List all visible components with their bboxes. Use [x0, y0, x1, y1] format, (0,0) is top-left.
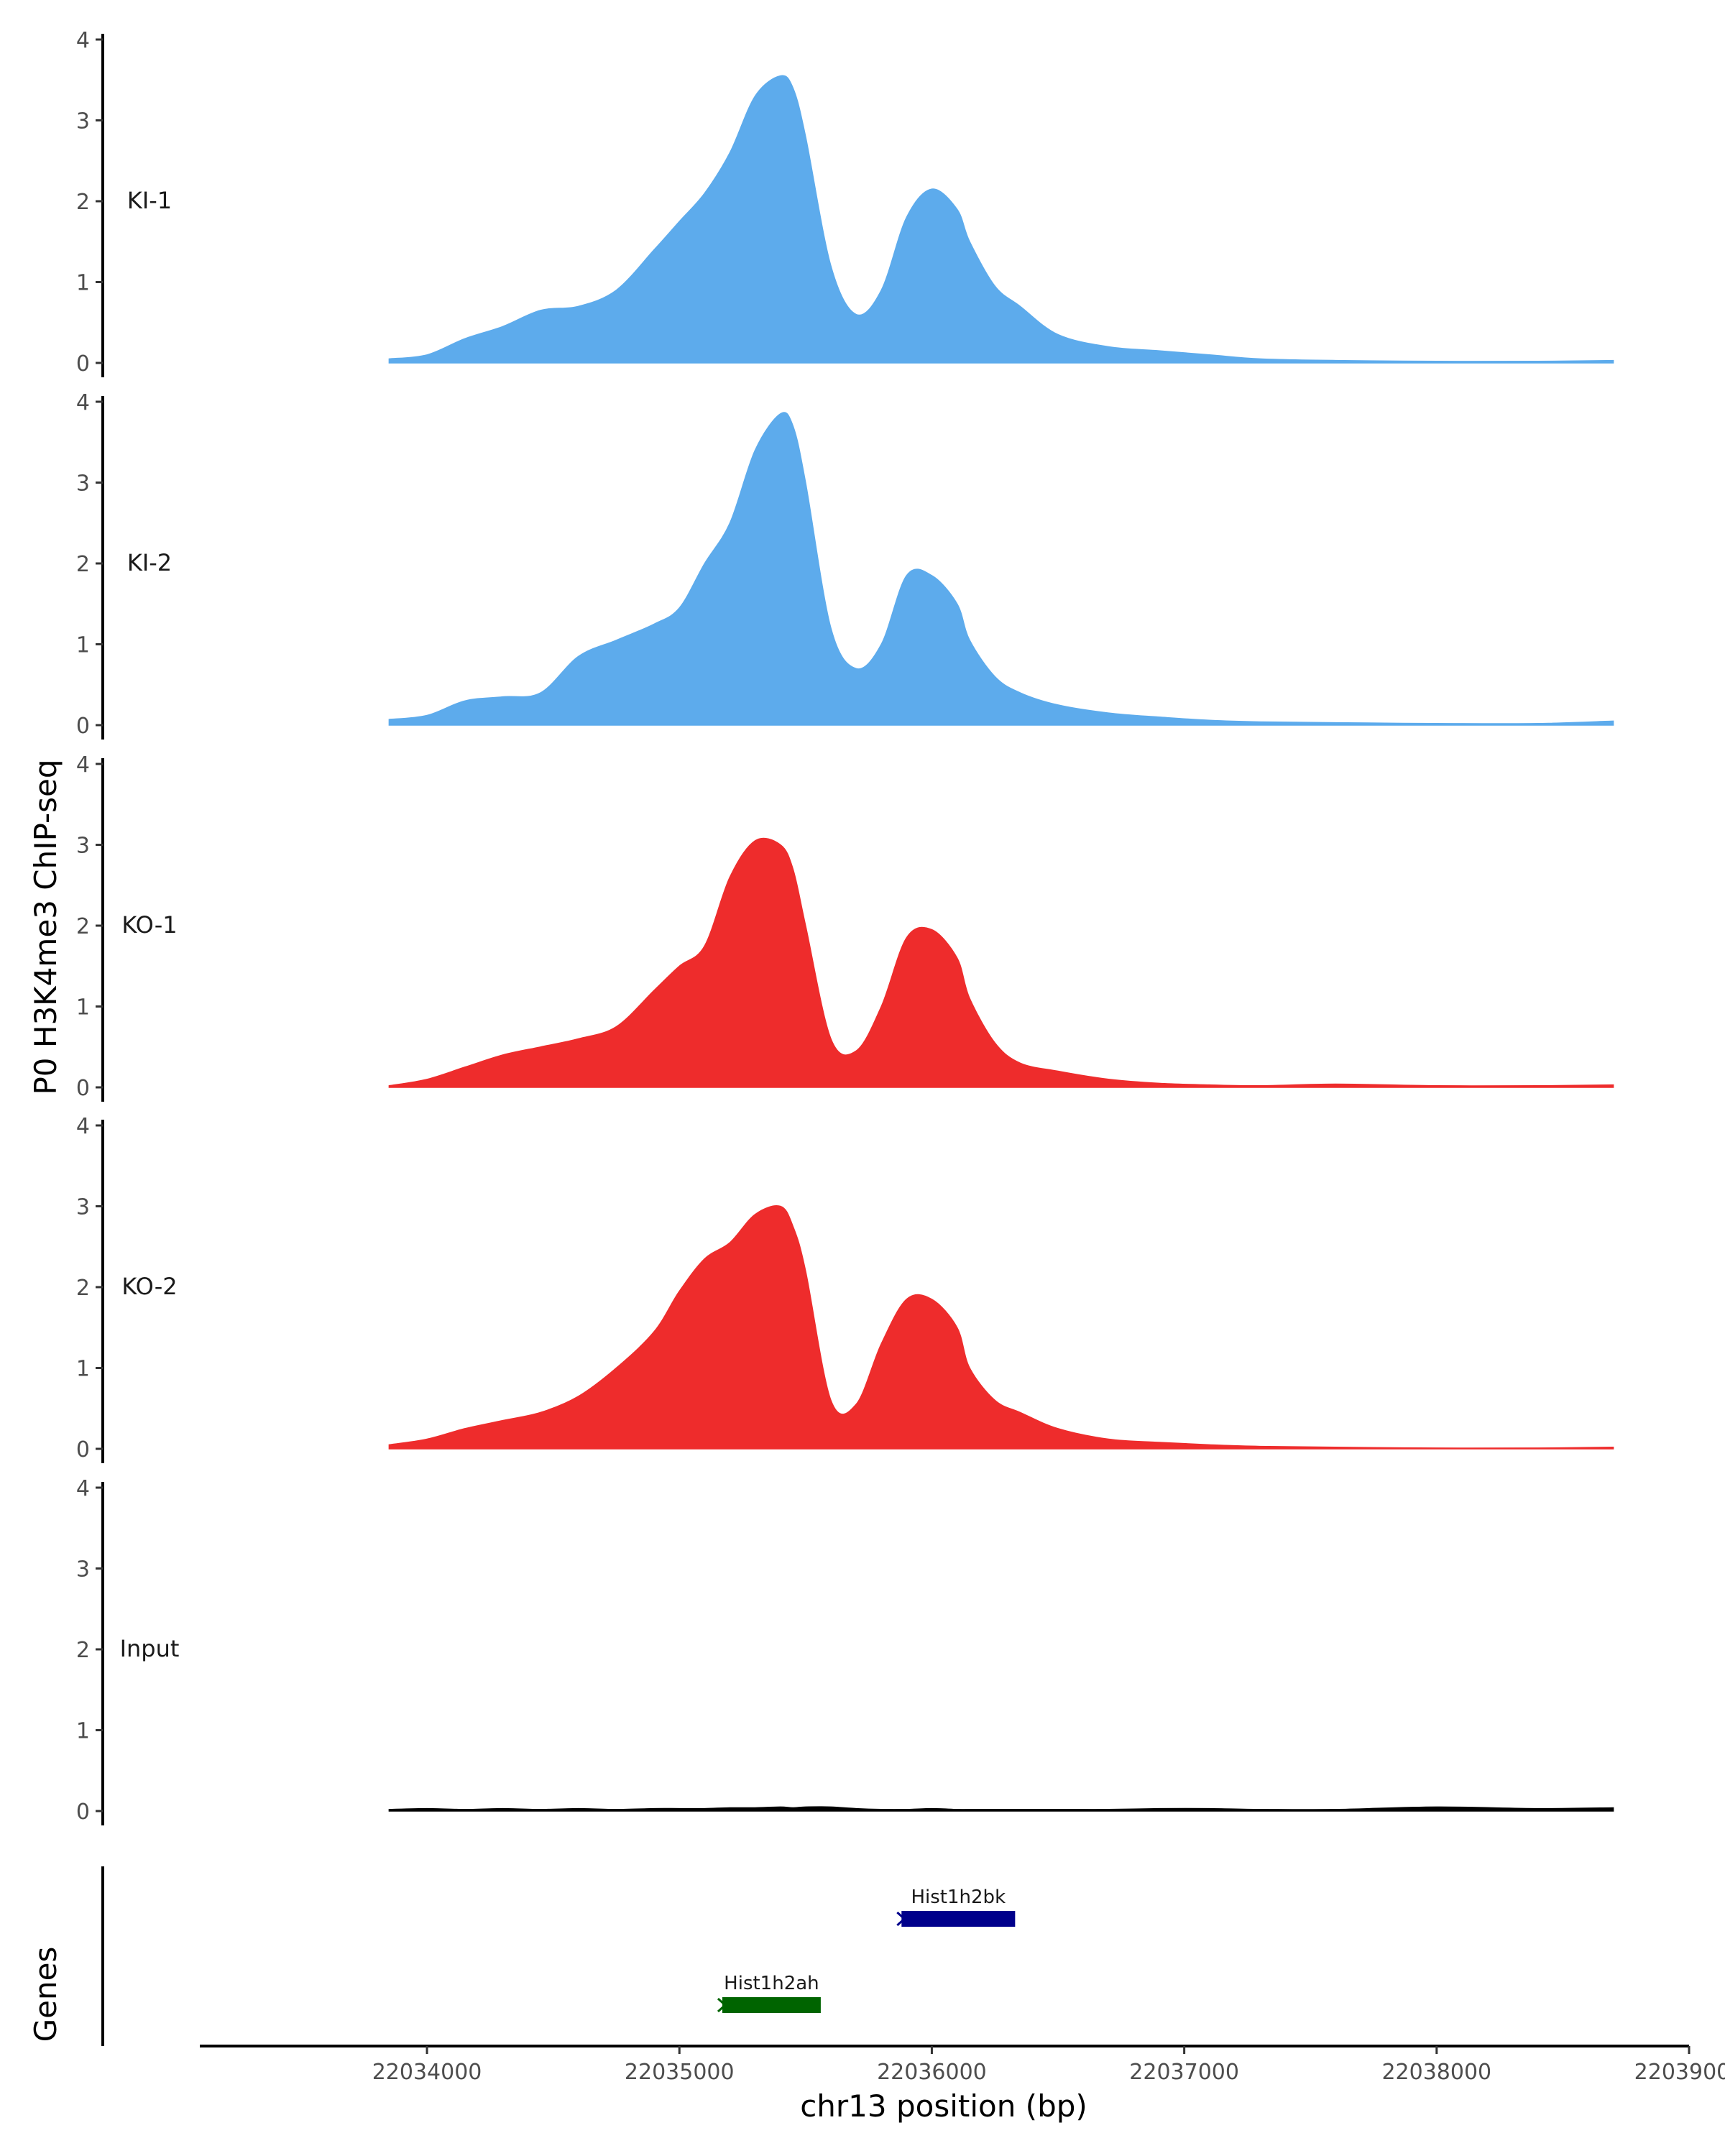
gene-hist1h2bk: Hist1h2bk — [896, 1886, 1016, 1927]
signal-tracks: 0 1 2 3 4 KI-1 0 1 2 3 4 KI-2 0 1 2 3 4 KO-1 0 1 2 3 4 KO-2 0 1 2 3… — [76, 28, 1614, 1825]
y-tick-label: 1 — [76, 271, 90, 296]
strand-arrow-icon — [717, 1997, 727, 2013]
x-tick-label: 22037000 — [1129, 2060, 1239, 2085]
y-tick-label: 0 — [76, 1800, 90, 1825]
y-tick-label: 1 — [76, 633, 90, 658]
track-ko-1: 0 1 2 3 4 KO-1 — [76, 752, 1614, 1102]
y-tick-label: 2 — [76, 552, 90, 577]
y-axis-title: P0 H3K4me3 ChIP-seq — [28, 759, 63, 1095]
y-tick-label: 1 — [76, 1357, 90, 1382]
y-tick-label: 2 — [76, 914, 90, 939]
signal-area-ko-1 — [388, 837, 1614, 1088]
signal-area-ki-2 — [388, 412, 1614, 726]
y-tick-label: 2 — [76, 1638, 90, 1663]
y-tick-label: 4 — [76, 390, 90, 415]
y-tick-label: 0 — [76, 1076, 90, 1101]
y-tick-label: 3 — [76, 471, 90, 497]
x-axis-title: chr13 position (bp) — [800, 2088, 1087, 2124]
y-tick-label: 2 — [76, 190, 90, 215]
track-label: Input — [120, 1635, 180, 1662]
signal-area-ko-2 — [388, 1205, 1614, 1450]
signal-area-ki-1 — [388, 75, 1614, 364]
gene-label: Hist1h2bk — [911, 1886, 1006, 1908]
y-tick-label: 2 — [76, 1276, 90, 1301]
genes-axis-title: Genes — [28, 1947, 63, 2042]
x-tick-label: 22039000 — [1634, 2060, 1725, 2085]
y-tick-label: 3 — [76, 1195, 90, 1220]
x-axis: 22034000 22035000 22036000 22037000 22038000… — [200, 2045, 1725, 2085]
gene-label: Hist1h2ah — [724, 1973, 819, 1994]
signal-area-input — [388, 1806, 1614, 1812]
track-input: 0 1 2 3 4 Input — [76, 1476, 1614, 1825]
gene-hist1h2ah: Hist1h2ah — [717, 1973, 821, 2013]
y-tick-label: 4 — [76, 28, 90, 53]
genes-panel: Hist1h2bk Hist1h2ah — [101, 1866, 1016, 2046]
x-tick-label: 22034000 — [372, 2060, 482, 2085]
y-tick-label: 4 — [76, 1476, 90, 1501]
gene-body — [722, 1997, 821, 2013]
y-tick-label: 3 — [76, 834, 90, 859]
x-tick-label: 22035000 — [625, 2060, 735, 2085]
y-tick-label: 0 — [76, 714, 90, 739]
y-tick-label: 4 — [76, 1114, 90, 1139]
track-label: KO-1 — [121, 911, 177, 939]
track-label: KO-2 — [121, 1273, 177, 1300]
x-tick-label: 22038000 — [1381, 2060, 1491, 2085]
track-ki-2: 0 1 2 3 4 KI-2 — [76, 390, 1614, 740]
track-ko-2: 0 1 2 3 4 KO-2 — [76, 1114, 1614, 1463]
y-tick-label: 0 — [76, 351, 90, 377]
y-tick-label: 1 — [76, 1719, 90, 1744]
track-label: KI-2 — [127, 549, 172, 576]
y-tick-label: 3 — [76, 109, 90, 134]
track-label: KI-1 — [127, 187, 172, 214]
y-tick-label: 0 — [76, 1437, 90, 1462]
track-ki-1: 0 1 2 3 4 KI-1 — [76, 28, 1614, 377]
y-tick-label: 4 — [76, 752, 90, 778]
x-tick-label: 22036000 — [877, 2060, 987, 2085]
strand-arrow-icon — [896, 1911, 906, 1927]
y-tick-label: 1 — [76, 995, 90, 1021]
gene-body — [901, 1911, 1016, 1927]
y-tick-label: 3 — [76, 1557, 90, 1583]
